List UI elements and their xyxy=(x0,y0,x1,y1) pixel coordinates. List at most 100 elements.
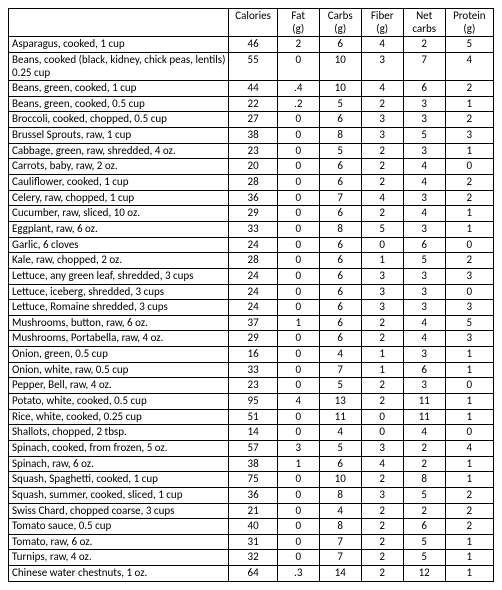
value-cell: 33 xyxy=(229,362,277,378)
value-cell: 5 xyxy=(403,550,445,566)
value-cell: 1 xyxy=(445,143,493,159)
value-cell: 5 xyxy=(445,37,493,53)
value-cell: 1 xyxy=(445,534,493,550)
value-cell: 16 xyxy=(229,347,277,363)
value-cell: 3 xyxy=(445,300,493,316)
table-row: Cucumber, raw, sliced, 10 oz.2906241 xyxy=(9,206,494,222)
value-cell: 0 xyxy=(445,159,493,175)
value-cell: 2 xyxy=(361,503,403,519)
value-cell: 0 xyxy=(277,331,319,347)
value-cell: 4 xyxy=(445,440,493,456)
value-cell: 4 xyxy=(403,159,445,175)
value-cell: 2 xyxy=(361,331,403,347)
food-cell: Squash, Spaghetti, cooked, 1 cup xyxy=(9,472,229,488)
value-cell: 10 xyxy=(319,81,361,97)
value-cell: 1 xyxy=(445,221,493,237)
value-cell: 38 xyxy=(229,456,277,472)
food-cell: Garlic, 6 cloves xyxy=(9,237,229,253)
table-row: Chinese water chestnuts, 1 oz.64.3142121 xyxy=(9,566,494,582)
value-cell: 0 xyxy=(277,550,319,566)
value-cell: 0 xyxy=(277,52,319,80)
food-cell: Tomato sauce, 0.5 cup xyxy=(9,519,229,535)
value-cell: 0 xyxy=(277,175,319,191)
value-cell: 2 xyxy=(445,487,493,503)
value-cell: 2 xyxy=(361,159,403,175)
value-cell: 24 xyxy=(229,237,277,253)
col-header: Protein(g) xyxy=(445,9,493,37)
value-cell: 32 xyxy=(229,550,277,566)
value-cell: 28 xyxy=(229,175,277,191)
value-cell: 7 xyxy=(319,190,361,206)
value-cell: 3 xyxy=(361,268,403,284)
value-cell: 6 xyxy=(403,237,445,253)
food-cell: Mushrooms, Portabella, raw, 4 oz. xyxy=(9,331,229,347)
table-row: Squash, Spaghetti, cooked, 1 cup75010281 xyxy=(9,472,494,488)
value-cell: 8 xyxy=(319,487,361,503)
value-cell: 3 xyxy=(361,284,403,300)
value-cell: 5 xyxy=(445,315,493,331)
value-cell: 33 xyxy=(229,221,277,237)
table-row: Rice, white, cooked, 0.25 cup510110111 xyxy=(9,409,494,425)
value-cell: 6 xyxy=(403,362,445,378)
food-cell: Mushrooms, button, raw, 6 oz. xyxy=(9,315,229,331)
value-cell: 6 xyxy=(319,206,361,222)
value-cell: 0 xyxy=(277,487,319,503)
value-cell: 6 xyxy=(319,268,361,284)
table-row: Lettuce, iceberg, shredded, 3 cups240633… xyxy=(9,284,494,300)
table-row: Mushrooms, Portabella, raw, 4 oz.2906243 xyxy=(9,331,494,347)
value-cell: 3 xyxy=(361,440,403,456)
value-cell: .2 xyxy=(277,96,319,112)
value-cell: 3 xyxy=(277,440,319,456)
value-cell: 2 xyxy=(361,394,403,410)
value-cell: 0 xyxy=(277,347,319,363)
value-cell: 13 xyxy=(319,394,361,410)
food-cell: Lettuce, any green leaf, shredded, 3 cup… xyxy=(9,268,229,284)
value-cell: 11 xyxy=(403,409,445,425)
value-cell: 6 xyxy=(319,331,361,347)
value-cell: 46 xyxy=(229,37,277,53)
table-row: Beans, green, cooked, 0.5 cup22.25231 xyxy=(9,96,494,112)
table-row: Pepper, Bell, raw, 4 oz.2305230 xyxy=(9,378,494,394)
value-cell: 4 xyxy=(403,175,445,191)
value-cell: 0 xyxy=(277,378,319,394)
value-cell: 0 xyxy=(277,128,319,144)
food-cell: Onion, green, 0.5 cup xyxy=(9,347,229,363)
food-cell: Beans, green, cooked, 1 cup xyxy=(9,81,229,97)
value-cell: 2 xyxy=(361,534,403,550)
value-cell: 1 xyxy=(445,96,493,112)
value-cell: 0 xyxy=(361,409,403,425)
table-row: Spinach, raw, 6 oz.3816421 xyxy=(9,456,494,472)
value-cell: 2 xyxy=(361,315,403,331)
value-cell: 8 xyxy=(319,221,361,237)
value-cell: 2 xyxy=(403,503,445,519)
value-cell: 2 xyxy=(445,253,493,269)
value-cell: 0 xyxy=(277,112,319,128)
value-cell: 14 xyxy=(319,566,361,582)
value-cell: 0 xyxy=(277,284,319,300)
value-cell: 0 xyxy=(361,425,403,441)
value-cell: 2 xyxy=(445,503,493,519)
value-cell: 3 xyxy=(445,268,493,284)
value-cell: 5 xyxy=(403,253,445,269)
value-cell: 0 xyxy=(277,253,319,269)
value-cell: 0 xyxy=(277,503,319,519)
value-cell: 4 xyxy=(361,190,403,206)
value-cell: 2 xyxy=(445,81,493,97)
value-cell: 2 xyxy=(445,519,493,535)
col-header: Netcarbs xyxy=(403,9,445,37)
value-cell: 1 xyxy=(445,456,493,472)
value-cell: 2 xyxy=(361,472,403,488)
value-cell: 3 xyxy=(361,487,403,503)
value-cell: 6 xyxy=(319,284,361,300)
value-cell: 20 xyxy=(229,159,277,175)
value-cell: 0 xyxy=(445,425,493,441)
value-cell: 6 xyxy=(319,175,361,191)
value-cell: 0 xyxy=(277,534,319,550)
value-cell: 6 xyxy=(403,519,445,535)
value-cell: 5 xyxy=(403,487,445,503)
value-cell: 0 xyxy=(445,378,493,394)
value-cell: 1 xyxy=(361,253,403,269)
table-header: CaloriesFat(g)Carbs(g)Fiber(g)NetcarbsPr… xyxy=(9,9,494,37)
col-header xyxy=(9,9,229,37)
food-cell: Turnips, raw, 4 oz. xyxy=(9,550,229,566)
